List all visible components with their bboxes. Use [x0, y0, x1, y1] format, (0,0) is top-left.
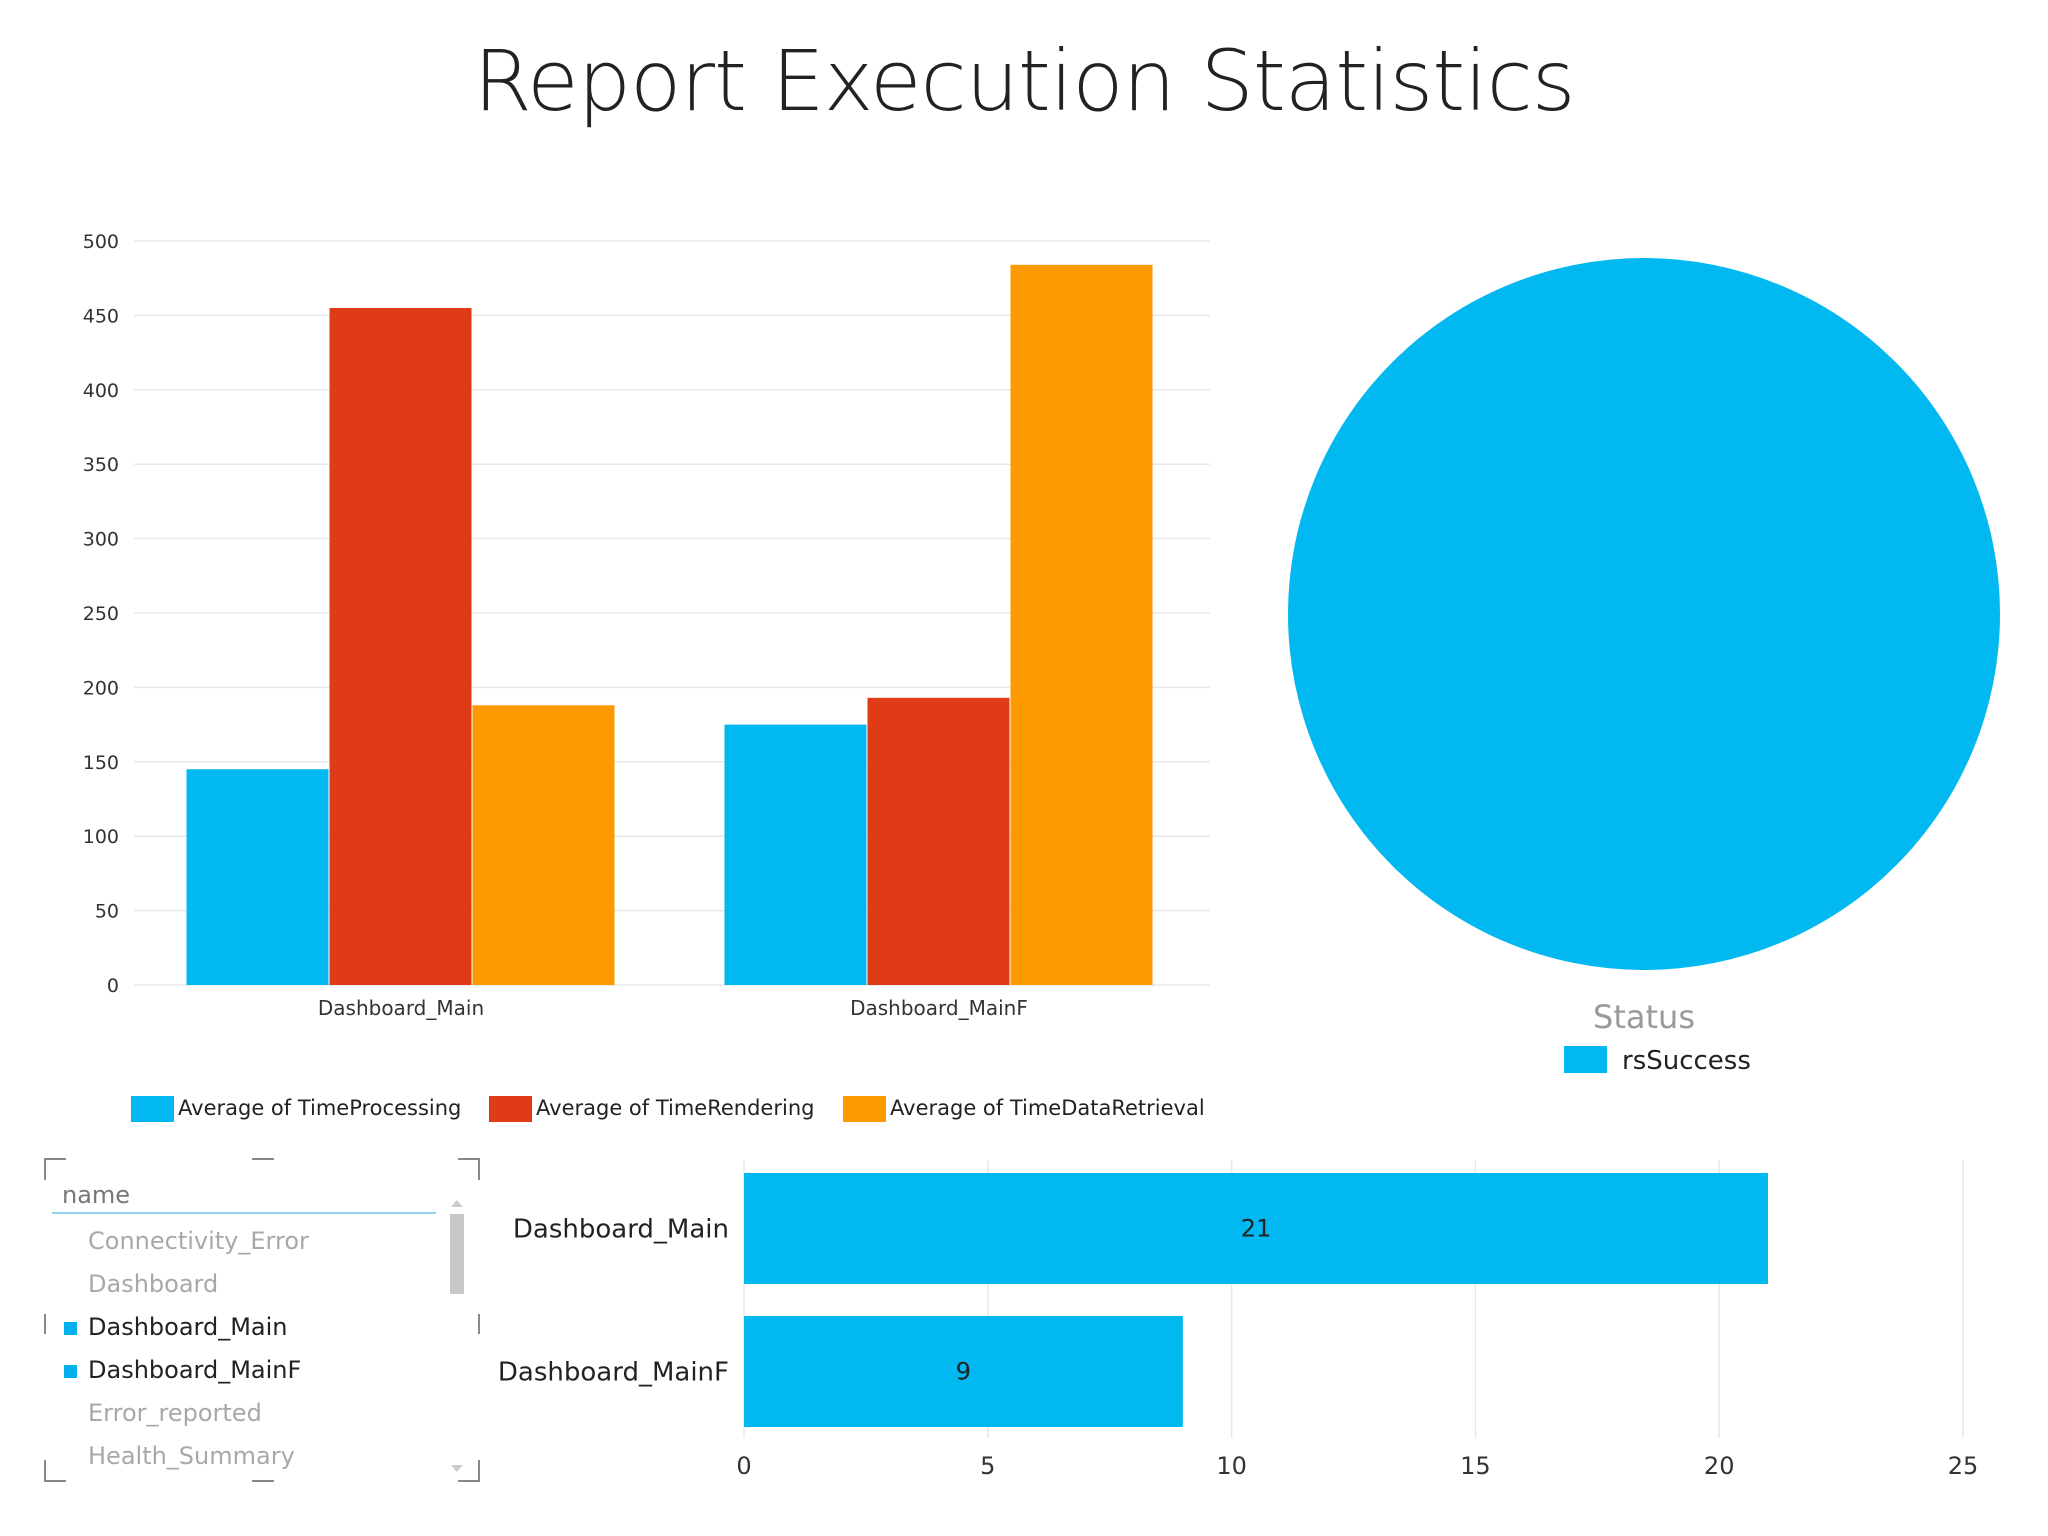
slicer-item-label: Connectivity_Error	[88, 1227, 309, 1255]
y-tick-label: 50	[95, 901, 119, 923]
slicer-header: name	[52, 1180, 436, 1214]
y-category-label: Dashboard_MainF	[498, 1358, 729, 1388]
scroll-down-icon[interactable]	[451, 1465, 463, 1472]
slicer-item-label: Dashboard_MainF	[88, 1356, 302, 1384]
y-tick-label: 200	[83, 677, 119, 699]
x-tick-label: 25	[1948, 1452, 1979, 1480]
y-tick-label: 400	[83, 380, 119, 402]
legend-label: Average of TimeProcessing	[178, 1096, 461, 1120]
bar	[329, 307, 472, 986]
x-tick-label: 5	[980, 1452, 995, 1480]
page-title: Report Execution Statistics	[473, 32, 1575, 130]
data-label: 21	[1241, 1215, 1272, 1243]
legend-swatch	[1564, 1046, 1607, 1073]
x-category-label: Dashboard_Main	[318, 996, 484, 1020]
data-label: 9	[956, 1358, 971, 1386]
slicer-item-label: Dashboard	[88, 1270, 219, 1298]
checked-square-icon[interactable]	[64, 1322, 77, 1335]
legend-label: Average of TimeDataRetrieval	[890, 1096, 1205, 1120]
y-category-label: Dashboard_Main	[513, 1215, 729, 1245]
bar	[744, 1316, 1183, 1427]
slicer-item[interactable]: Dashboard	[44, 1263, 444, 1306]
slicer-item-label: Health_Summary	[88, 1442, 295, 1470]
bar	[186, 769, 329, 985]
scroll-up-icon[interactable]	[451, 1200, 463, 1207]
slicer-resize-handle[interactable]	[252, 1480, 274, 1482]
slicer-scrollbar[interactable]	[448, 1200, 466, 1472]
x-category-label: Dashboard_MainF	[850, 996, 1028, 1020]
x-tick-label: 0	[736, 1452, 751, 1480]
legend-swatch	[843, 1096, 886, 1122]
legend-swatch	[489, 1096, 532, 1122]
y-tick-label: 300	[83, 529, 119, 551]
slicer-item[interactable]: Health_Summary	[44, 1435, 444, 1478]
x-tick-label: 20	[1704, 1452, 1735, 1480]
bar	[744, 1173, 1768, 1284]
slicer-corner	[458, 1158, 480, 1180]
slicer-item[interactable]: Connectivity_Error	[44, 1220, 444, 1263]
y-tick-label: 150	[83, 752, 119, 774]
pie-legend-title: Status	[1593, 998, 1695, 1036]
legend-swatch	[131, 1096, 174, 1122]
slicer-item[interactable]: Dashboard_MainF	[44, 1349, 444, 1392]
slicer-corner	[44, 1158, 66, 1180]
slicer-item-label: Error_reported	[88, 1399, 262, 1427]
slicer-list: Connectivity_Error Dashboard Dashboard_Mai…	[44, 1220, 444, 1478]
slicer-corner	[458, 1460, 480, 1482]
y-tick-label: 0	[107, 975, 119, 997]
x-tick-label: 15	[1460, 1452, 1491, 1480]
slicer-item-label: Dashboard_Main	[88, 1313, 288, 1341]
pie-slice	[1288, 258, 2000, 970]
scrollbar-thumb[interactable]	[450, 1214, 464, 1294]
bar	[472, 705, 615, 985]
name-slicer: name Connectivity_Error Dashboard Dashboar…	[44, 1158, 480, 1482]
legend-label: rsSuccess	[1622, 1046, 1751, 1076]
slicer-item[interactable]: Error_reported	[44, 1392, 444, 1435]
bar	[867, 697, 1010, 985]
bar	[1010, 264, 1153, 986]
slicer-resize-handle[interactable]	[252, 1158, 274, 1160]
y-tick-label: 350	[83, 454, 119, 476]
bar	[724, 724, 867, 985]
x-tick-label: 10	[1216, 1452, 1247, 1480]
y-tick-label: 450	[83, 305, 119, 327]
slicer-corner	[44, 1460, 66, 1482]
slicer-resize-handle[interactable]	[44, 1314, 46, 1334]
y-tick-label: 250	[83, 603, 119, 625]
slicer-item[interactable]: Dashboard_Main	[44, 1306, 444, 1349]
checked-square-icon[interactable]	[64, 1365, 77, 1378]
y-tick-label: 500	[83, 231, 119, 253]
legend-label: Average of TimeRendering	[536, 1096, 814, 1120]
slicer-resize-handle[interactable]	[478, 1314, 480, 1334]
y-tick-label: 100	[83, 826, 119, 848]
